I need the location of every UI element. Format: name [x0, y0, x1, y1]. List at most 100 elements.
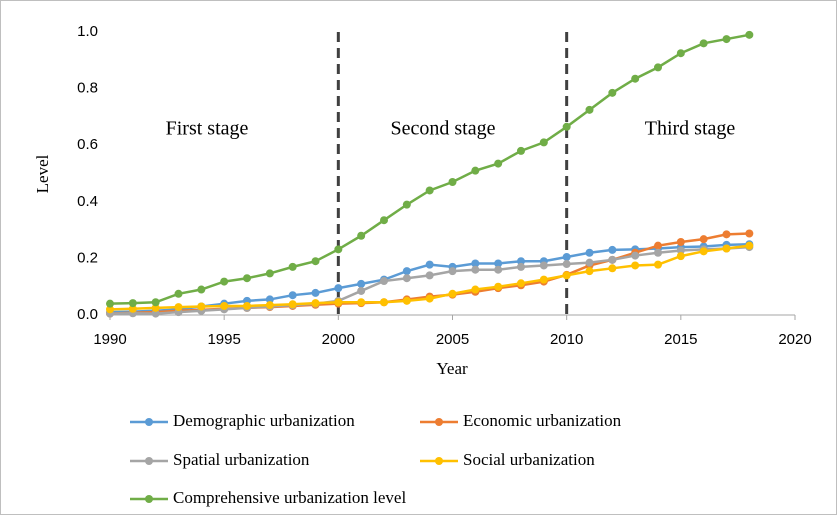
series-marker: [334, 284, 343, 293]
series-marker: [699, 235, 708, 244]
series-marker: [517, 257, 525, 266]
series-marker: [334, 298, 343, 307]
series-marker: [220, 301, 229, 310]
series-marker: [380, 216, 388, 225]
legend-label: Demographic urbanization: [173, 411, 355, 430]
series-marker: [585, 248, 594, 257]
series-marker: [174, 289, 183, 298]
series-marker: [699, 39, 708, 48]
series-marker: [471, 166, 480, 175]
series-marker: [539, 261, 548, 270]
series-marker: [151, 309, 160, 318]
x-tick-label: 1990: [93, 331, 126, 348]
series-marker: [380, 277, 388, 286]
series-marker: [562, 252, 571, 261]
stage-label: First stage: [166, 118, 249, 140]
x-tick-label: 1995: [207, 331, 240, 348]
series-marker: [608, 264, 617, 273]
series-marker: [585, 105, 594, 114]
series-marker: [608, 255, 617, 264]
legend-marker: [435, 457, 443, 465]
series-marker: [676, 49, 685, 58]
series-marker: [631, 261, 640, 270]
series-marker: [357, 286, 366, 295]
series-marker: [448, 177, 457, 186]
series-marker: [128, 299, 137, 308]
series-marker: [722, 244, 731, 253]
y-tick-label: 0.6: [77, 136, 98, 153]
series-marker: [311, 257, 320, 266]
series-marker: [676, 237, 685, 246]
series-marker: [448, 289, 457, 298]
series-marker: [402, 200, 411, 209]
series-marker: [745, 229, 754, 238]
series-marker: [471, 259, 480, 268]
series-marker: [151, 298, 160, 307]
series-marker: [471, 265, 480, 274]
series-marker: [174, 303, 183, 312]
series-marker: [654, 241, 662, 250]
series-marker: [311, 299, 320, 308]
series-marker: [425, 186, 434, 195]
series-marker: [745, 241, 754, 250]
x-tick-label: 2000: [322, 331, 355, 348]
series-marker: [197, 285, 206, 294]
series-marker: [425, 271, 434, 280]
stage-label: Second stage: [391, 118, 496, 140]
series-marker: [288, 291, 297, 300]
legend-marker: [145, 457, 153, 465]
series-marker: [265, 295, 274, 304]
series-marker: [654, 248, 662, 257]
series-marker: [631, 251, 640, 260]
series-marker: [722, 230, 731, 239]
series-marker: [654, 260, 662, 269]
y-tick-label: 0.8: [77, 80, 98, 97]
series-marker: [494, 265, 503, 274]
series-marker: [517, 146, 525, 155]
y-axis-label: Level: [33, 154, 52, 193]
series-marker: [288, 262, 297, 271]
series-marker: [471, 285, 480, 294]
stage-label: Third stage: [645, 118, 736, 140]
series-marker: [517, 262, 525, 271]
series-marker: [676, 246, 685, 255]
series-marker: [106, 305, 114, 314]
legend-marker: [435, 418, 443, 426]
series-marker: [562, 122, 571, 131]
series-marker: [402, 267, 411, 276]
series-marker: [494, 159, 503, 168]
series-marker: [585, 267, 594, 276]
x-tick-label: 2010: [550, 331, 583, 348]
series-marker: [265, 301, 274, 310]
series-marker: [608, 245, 617, 254]
series-marker: [197, 302, 206, 311]
series-marker: [311, 288, 320, 297]
series-marker: [425, 260, 434, 269]
series-marker: [288, 300, 297, 309]
series-marker: [745, 30, 754, 39]
series-marker: [654, 63, 662, 72]
series-marker: [494, 259, 503, 268]
x-tick-label: 2020: [778, 331, 811, 348]
series-marker: [676, 252, 685, 261]
series-marker: [265, 269, 274, 278]
y-tick-label: 1.0: [77, 23, 98, 40]
series-marker: [402, 274, 411, 283]
series-marker: [562, 260, 571, 269]
y-tick-label: 0.0: [77, 306, 98, 323]
series-marker: [585, 258, 594, 267]
series-marker: [243, 274, 251, 283]
series-marker: [425, 294, 434, 303]
series-marker: [357, 231, 366, 240]
series-marker: [539, 138, 548, 147]
series-marker: [334, 245, 343, 254]
series-marker: [106, 299, 114, 308]
series-marker: [722, 35, 731, 44]
series-marker: [539, 275, 548, 284]
series-marker: [128, 304, 137, 313]
legend-marker: [145, 418, 153, 426]
legend-label: Economic urbanization: [463, 411, 622, 430]
series-marker: [380, 298, 388, 307]
